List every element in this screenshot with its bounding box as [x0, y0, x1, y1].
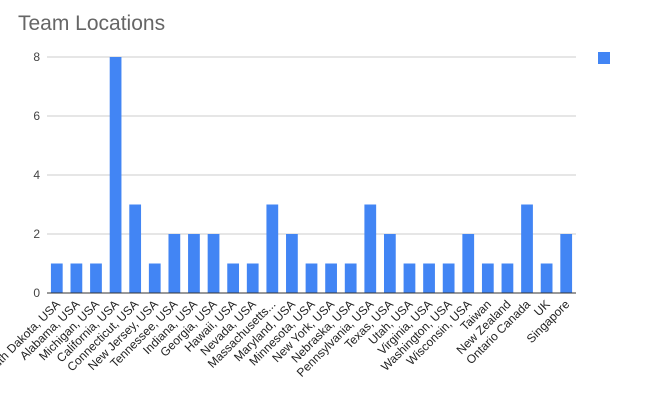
bar [462, 234, 475, 293]
y-tick-label: 2 [33, 227, 40, 241]
bar [286, 234, 298, 293]
bar [207, 234, 220, 293]
bar [423, 263, 435, 293]
bar [305, 263, 318, 293]
bar [266, 204, 279, 293]
bar [109, 57, 122, 293]
bar [364, 204, 377, 293]
bar [540, 263, 553, 293]
bar [521, 204, 533, 293]
y-tick-label: 4 [33, 168, 40, 182]
bar [129, 204, 142, 293]
legend-swatch [598, 52, 610, 64]
bars [50, 57, 573, 293]
bar [50, 263, 63, 293]
y-tick-label: 6 [33, 109, 40, 123]
bar [325, 263, 337, 293]
bar [383, 234, 396, 293]
bar [188, 234, 200, 293]
chart-title: Team Locations [18, 12, 166, 35]
grid-lines [47, 56, 576, 235]
bar [227, 263, 240, 293]
bar [560, 234, 573, 293]
bar [344, 263, 357, 293]
bar [403, 263, 416, 293]
y-tick-label: 0 [33, 286, 40, 300]
bar [501, 263, 514, 293]
bar [90, 263, 102, 293]
bar [148, 263, 161, 293]
bar [481, 263, 494, 293]
bar [168, 234, 181, 293]
bar [442, 263, 455, 293]
bar [70, 263, 83, 293]
y-tick-label: 8 [33, 50, 40, 64]
bar [246, 263, 259, 293]
